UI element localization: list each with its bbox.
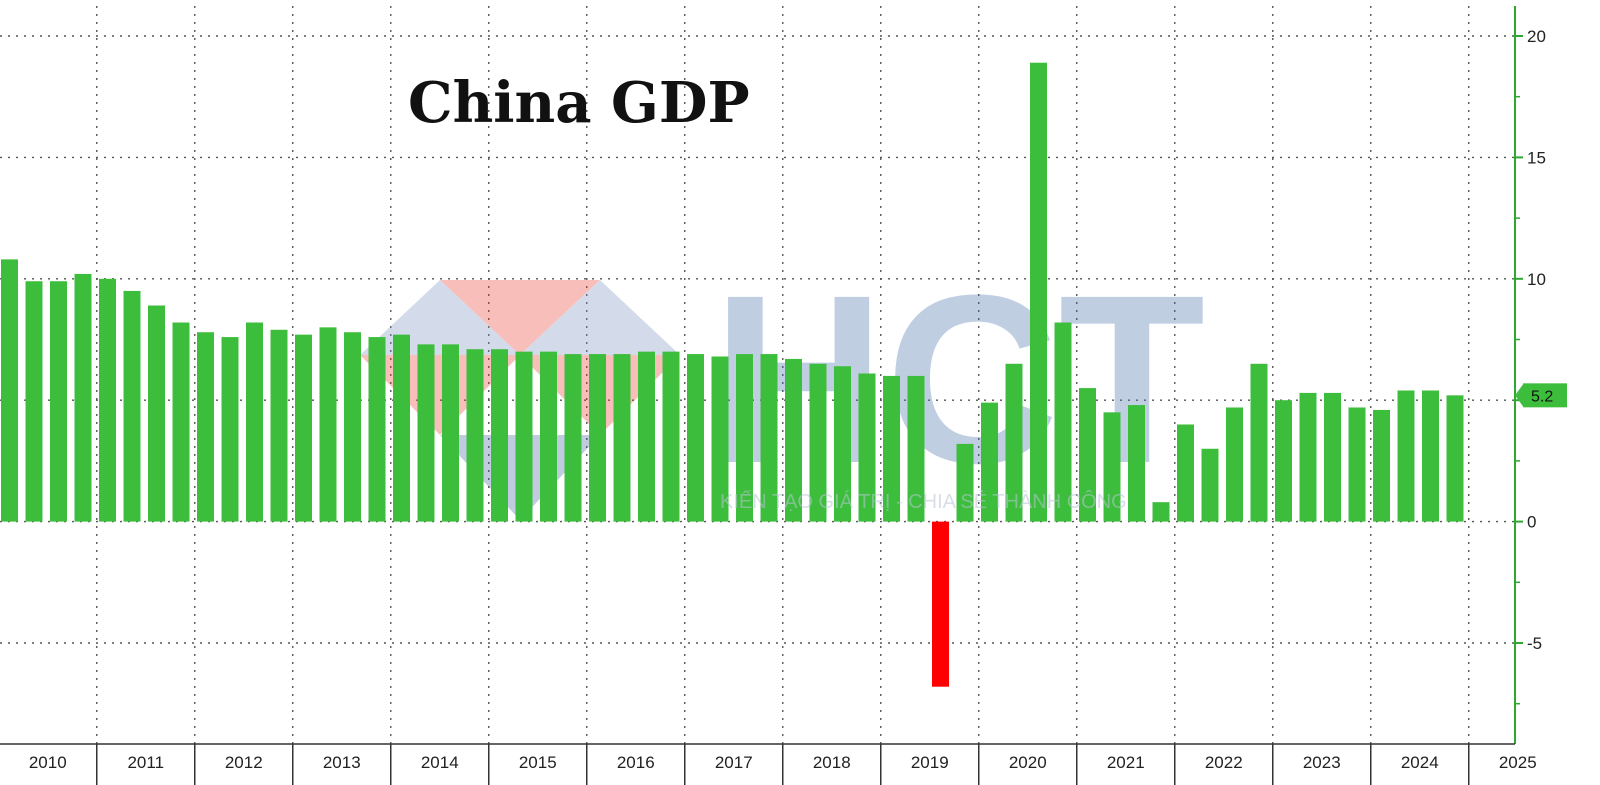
bar — [834, 366, 851, 522]
y-tick-label: 10 — [1527, 270, 1546, 289]
bar — [1446, 395, 1464, 522]
bar — [1152, 502, 1170, 522]
x-tick-label: 2011 — [127, 753, 164, 772]
bar — [417, 344, 435, 522]
watermark-triangle-right — [520, 280, 680, 355]
x-tick-label: 2017 — [715, 753, 753, 772]
bar — [1005, 363, 1023, 522]
bar — [564, 354, 582, 522]
bar — [197, 332, 214, 522]
axes: -5051015205.2201020112012201320142015201… — [0, 6, 1567, 785]
bar — [25, 281, 43, 522]
bar — [711, 356, 729, 522]
x-tick-label: 2024 — [1401, 753, 1439, 772]
chart-title: China GDP — [408, 70, 750, 136]
bar — [172, 322, 190, 522]
bar — [442, 344, 459, 522]
bars — [1, 62, 1464, 687]
bar — [1054, 322, 1072, 522]
x-tick-label: 2015 — [519, 753, 557, 772]
bar — [1250, 363, 1268, 522]
bar — [1275, 400, 1292, 522]
x-tick-label: 2010 — [29, 753, 67, 772]
bar — [123, 290, 141, 522]
grid-lines — [0, 6, 1515, 744]
x-tick-label: 2018 — [813, 753, 851, 772]
bar — [736, 354, 753, 522]
y-tick-label: -5 — [1527, 634, 1542, 653]
x-tick-label: 2020 — [1009, 753, 1047, 772]
bar — [1079, 388, 1096, 522]
bar — [1226, 407, 1243, 522]
x-tick-label: 2012 — [225, 753, 263, 772]
y-tick-label: 0 — [1527, 513, 1536, 532]
bar — [956, 443, 974, 522]
y-tick-label: 20 — [1527, 27, 1546, 46]
bar — [344, 332, 361, 522]
bar — [662, 351, 680, 522]
bar — [932, 521, 949, 687]
bar — [1201, 448, 1219, 522]
bar — [883, 375, 900, 522]
watermark-triangle-top — [440, 280, 600, 355]
bar — [1128, 405, 1145, 522]
bar — [1299, 392, 1317, 522]
last-value-pointer — [1515, 384, 1523, 407]
bar — [907, 375, 925, 522]
bar — [393, 334, 410, 522]
x-tick-label: 2022 — [1205, 753, 1243, 772]
bar — [858, 373, 876, 522]
bar — [1324, 392, 1341, 522]
bar — [687, 354, 704, 522]
last-value-label: 5.2 — [1531, 388, 1553, 405]
x-tick-label: 2021 — [1107, 753, 1145, 772]
bar — [1397, 390, 1415, 522]
bar — [295, 334, 312, 522]
y-tick-label: 15 — [1527, 148, 1546, 167]
bar — [50, 281, 67, 522]
bar — [1, 259, 18, 522]
bar — [613, 354, 631, 522]
bar — [760, 354, 778, 522]
bar — [1373, 409, 1390, 522]
bar — [1103, 412, 1121, 522]
bar — [221, 337, 239, 522]
bar — [368, 337, 386, 522]
bar — [515, 351, 533, 522]
last-value-box — [1523, 383, 1567, 408]
bar — [785, 358, 802, 522]
x-tick-label: 2016 — [617, 753, 655, 772]
bar — [638, 351, 655, 522]
bar — [148, 305, 165, 522]
bar — [1030, 62, 1047, 522]
watermark-tagline: KIẾN TẠO GIÁ TRỊ - CHIA SẺ THÀNH CÔNG — [720, 490, 1127, 513]
x-tick-label: 2014 — [421, 753, 459, 772]
bar — [809, 363, 827, 522]
bar — [1348, 407, 1366, 522]
x-tick-label: 2023 — [1303, 753, 1341, 772]
x-tick-label: 2025 — [1499, 753, 1537, 772]
bar — [589, 354, 606, 522]
x-tick-label: 2019 — [911, 753, 949, 772]
bar — [491, 349, 508, 522]
x-tick-label: 2013 — [323, 753, 361, 772]
bar — [981, 402, 998, 522]
bar — [74, 273, 92, 522]
bar — [466, 349, 484, 522]
bar — [99, 278, 116, 522]
bar — [540, 351, 557, 522]
bar — [319, 327, 337, 522]
hct-watermark-logo: HCT — [360, 245, 1205, 520]
bar — [270, 329, 288, 522]
bar — [1177, 424, 1194, 522]
bar — [246, 322, 263, 522]
bar — [1422, 390, 1439, 522]
